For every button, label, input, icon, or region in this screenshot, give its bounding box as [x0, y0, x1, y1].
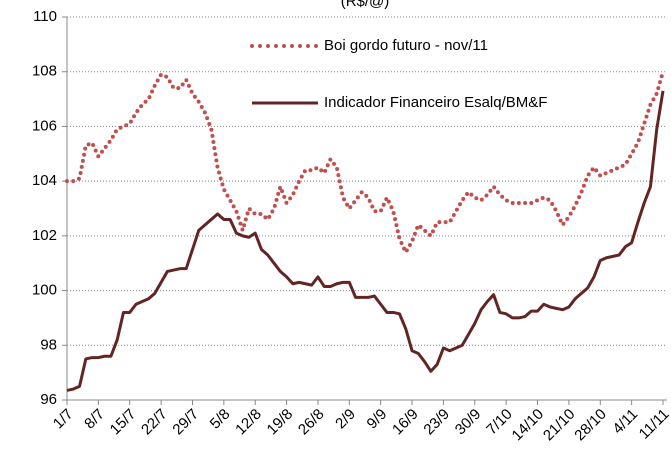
y-tick-label: 106 — [32, 117, 57, 134]
x-tick-label: 29/7 — [169, 406, 202, 439]
x-tick-label: 14/10 — [509, 406, 548, 445]
y-tick-label: 96 — [40, 391, 57, 408]
y-tick-label: 110 — [33, 8, 57, 25]
x-tick-label: 11/11 — [636, 406, 671, 443]
x-tick-label: 5/8 — [207, 406, 234, 433]
y-tick-label: 102 — [32, 227, 57, 244]
x-tick-label: 28/10 — [571, 406, 610, 445]
x-tick-label: 21/10 — [540, 406, 579, 445]
x-tick-label: 2/9 — [332, 406, 359, 433]
x-tick-label: 12/8 — [232, 406, 265, 439]
x-tick-label: 22/7 — [138, 406, 171, 439]
legend-label: Boi gordo futuro - nov/11 — [324, 37, 488, 54]
series-line — [65, 69, 665, 255]
y-tick-label: 98 — [40, 336, 57, 353]
chart-title: (R$/@) — [341, 0, 390, 10]
x-tick-label: 26/8 — [295, 406, 328, 439]
x-tick-label: 1/7 — [50, 406, 77, 433]
x-tick-label: 19/8 — [264, 406, 297, 439]
y-tick-label: 108 — [32, 63, 57, 80]
y-tick-label: 104 — [32, 172, 57, 189]
x-tick-label: 16/9 — [389, 406, 422, 439]
x-tick-label: 15/7 — [107, 406, 140, 439]
x-tick-label: 23/9 — [420, 406, 453, 439]
legend-label: Indicador Financeiro Esalq/BM&F — [324, 94, 547, 111]
x-tick-label: 8/7 — [81, 406, 108, 433]
y-tick-label: 100 — [32, 282, 57, 299]
series-line — [66, 90, 665, 392]
x-tick-label: 9/9 — [364, 406, 391, 433]
x-tick-label: 30/9 — [452, 406, 485, 439]
